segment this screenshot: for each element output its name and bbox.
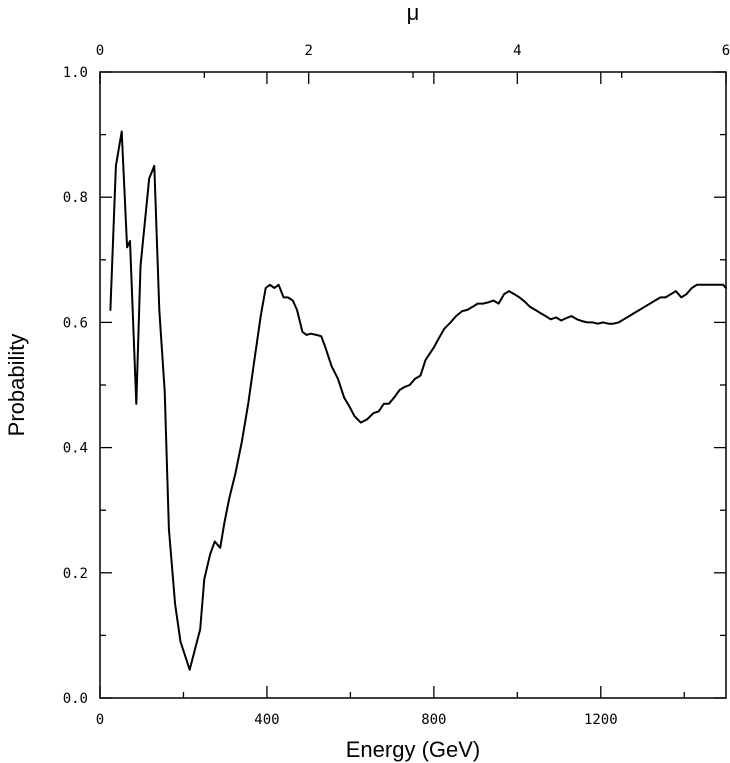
y-tick-label: 0.8 xyxy=(63,190,88,206)
plot-frame xyxy=(99,71,727,699)
x-axis-title: Energy (GeV) xyxy=(346,737,481,762)
y-tick-label: 0.4 xyxy=(63,441,88,457)
x-tick-label: 400 xyxy=(254,712,279,728)
axis-tick-labels: 0 400 800 1200 0 2 4 6 0.0 0.2 0.4 0.6 0.8 1.0 xyxy=(63,43,730,728)
x-tick-label: 1200 xyxy=(584,712,618,728)
y-tick-label: 0.6 xyxy=(63,315,88,331)
y-tick-label: 1.0 xyxy=(63,65,88,81)
y-tick-label: 0.0 xyxy=(63,691,88,707)
y-tick-label: 0.2 xyxy=(63,566,88,582)
x-tick-label: 800 xyxy=(421,712,446,728)
axis-ticks xyxy=(99,71,727,699)
top-tick-label: 4 xyxy=(513,43,521,59)
x-tick-label: 0 xyxy=(96,712,104,728)
top-axis-title: μ xyxy=(407,0,420,25)
top-tick-label: 2 xyxy=(304,43,312,59)
series-line xyxy=(109,130,727,671)
top-tick-label: 6 xyxy=(722,43,730,59)
y-axis-title: Probability xyxy=(4,334,29,437)
top-tick-label: 0 xyxy=(96,43,104,59)
